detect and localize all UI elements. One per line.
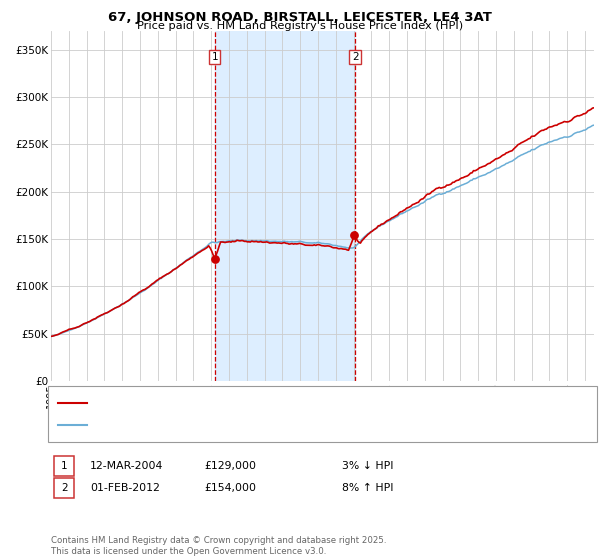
Text: 67, JOHNSON ROAD, BIRSTALL, LEICESTER, LE4 3AT: 67, JOHNSON ROAD, BIRSTALL, LEICESTER, L… xyxy=(108,11,492,24)
Bar xyxy=(215,31,355,381)
Text: £129,000: £129,000 xyxy=(204,461,256,471)
Text: Price paid vs. HM Land Registry's House Price Index (HPI): Price paid vs. HM Land Registry's House … xyxy=(137,21,463,31)
Text: £154,000: £154,000 xyxy=(204,483,256,493)
Text: 3% ↓ HPI: 3% ↓ HPI xyxy=(342,461,394,471)
Text: 2: 2 xyxy=(352,52,358,62)
Text: 1: 1 xyxy=(211,52,218,62)
Text: 8% ↑ HPI: 8% ↑ HPI xyxy=(342,483,394,493)
Text: 12-MAR-2004: 12-MAR-2004 xyxy=(90,461,163,471)
Text: Contains HM Land Registry data © Crown copyright and database right 2025.
This d: Contains HM Land Registry data © Crown c… xyxy=(51,536,386,556)
Point xyxy=(210,254,220,263)
Text: HPI: Average price, semi-detached house, Charnwood: HPI: Average price, semi-detached house,… xyxy=(92,421,360,431)
Text: 1: 1 xyxy=(61,461,68,471)
Text: 67, JOHNSON ROAD, BIRSTALL, LEICESTER, LE4 3AT (semi-detached house): 67, JOHNSON ROAD, BIRSTALL, LEICESTER, L… xyxy=(92,398,466,408)
Text: 2: 2 xyxy=(61,483,68,493)
Text: 01-FEB-2012: 01-FEB-2012 xyxy=(90,483,160,493)
Point xyxy=(350,231,359,240)
